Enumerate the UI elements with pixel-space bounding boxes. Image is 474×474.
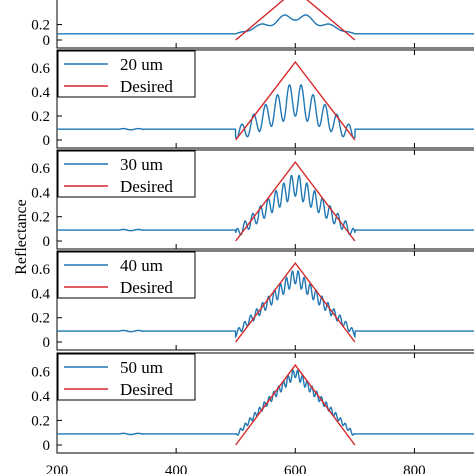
series-line-desired	[235, 261, 356, 343]
y-tick-label: 0	[43, 335, 51, 351]
legend: 20 um Desired	[57, 50, 196, 98]
y-tick-label: 0	[43, 133, 51, 149]
y-axis-label: Reflectance	[13, 199, 30, 275]
panel-1: 00.2	[31, 0, 474, 49]
x-tick-label: 800	[403, 463, 426, 474]
y-tick-label: 0.2	[31, 413, 50, 429]
series-line-simulated	[57, 270, 474, 339]
panel-2: 0 0.2 0.4 0.6 20 um Desired	[31, 49, 474, 149]
plot-area	[57, 261, 474, 343]
y-tick-label: 0.4	[31, 389, 50, 405]
y-tick-label: 0.4	[31, 286, 50, 302]
x-tick-label: 400	[165, 463, 188, 474]
series-line-simulated	[57, 84, 474, 139]
legend: 30 um Desired	[57, 150, 196, 198]
y-tick-label: 0.6	[31, 364, 50, 380]
legend-label: 20 um	[120, 55, 163, 74]
plot-area	[57, 60, 474, 141]
series-line-simulated	[57, 14, 474, 35]
series-line-desired	[235, 60, 356, 141]
legend-box	[57, 150, 196, 198]
panel-5: 0 0.2 0.4 0.6 200 400 600 800 50 um Desired	[31, 352, 474, 474]
series-line-desired	[235, 160, 356, 242]
legend-label: 40 um	[120, 256, 163, 275]
y-tick-label: 0.2	[31, 109, 50, 125]
legend-box	[57, 353, 196, 401]
panel-frame	[56, 49, 474, 149]
legend-box	[57, 251, 196, 299]
legend-label: Desired	[120, 278, 173, 297]
panel-frame	[56, 352, 474, 454]
x-tick-label: 600	[284, 463, 307, 474]
series-line-simulated	[57, 174, 474, 236]
y-tick-label: 0.4	[31, 85, 50, 101]
y-tick-label: 0	[43, 438, 51, 454]
y-tick-label: 0.4	[31, 185, 50, 201]
y-tick-label: 0.6	[31, 61, 50, 77]
y-tick-label: 0.6	[31, 262, 50, 278]
legend-label: 30 um	[120, 155, 163, 174]
series-line-desired	[235, 0, 356, 41]
legend-label: Desired	[120, 177, 173, 196]
legend: 50 um Desired	[57, 353, 196, 401]
panel-frame	[56, 250, 474, 351]
y-tick-label: 0	[43, 33, 51, 49]
legend-label: Desired	[120, 77, 173, 96]
legend: 40 um Desired	[57, 251, 196, 299]
legend-box	[57, 50, 196, 98]
y-tick-label: 0	[43, 234, 51, 250]
y-tick-label: 0.2	[31, 311, 50, 327]
legend-label: 50 um	[120, 358, 163, 377]
plot-area	[57, 0, 474, 41]
y-tick-label: 0.2	[31, 18, 50, 34]
panel-frame	[56, 0, 474, 49]
series-line-desired	[235, 363, 356, 446]
legend-label: Desired	[120, 380, 173, 399]
panel-3: 0 0.2 0.4 0.6 30 um Desired	[31, 149, 474, 250]
x-tick-label: 200	[46, 463, 69, 474]
y-tick-label: 0.6	[31, 161, 50, 177]
panel-frame	[56, 149, 474, 250]
plot-area	[57, 363, 474, 446]
plot-area	[57, 160, 474, 242]
y-tick-label: 0.2	[31, 210, 50, 226]
panel-4: 0 0.2 0.4 0.6 40 um Desired	[31, 250, 474, 351]
